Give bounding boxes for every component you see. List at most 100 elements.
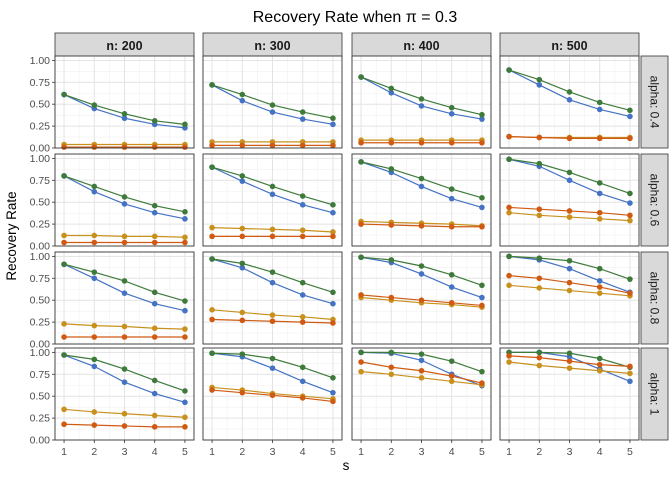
data-point bbox=[388, 257, 395, 263]
facet-strip-right bbox=[640, 55, 669, 149]
panel-border bbox=[202, 55, 343, 149]
data-point bbox=[358, 74, 364, 80]
data-point bbox=[627, 290, 633, 296]
panel-border bbox=[499, 153, 640, 247]
panel-border bbox=[351, 153, 492, 247]
x-tick-label: 5 bbox=[479, 446, 485, 458]
panel-border bbox=[499, 251, 640, 345]
data-point bbox=[418, 263, 425, 269]
data-point bbox=[269, 312, 276, 318]
data-point bbox=[61, 421, 67, 428]
x-tick-label: 4 bbox=[152, 446, 158, 458]
x-tick-label: 1 bbox=[506, 446, 512, 458]
data-point bbox=[330, 209, 336, 216]
x-tick-label: 3 bbox=[419, 446, 425, 458]
data-point bbox=[61, 406, 67, 413]
data-point bbox=[418, 351, 425, 357]
data-point bbox=[596, 209, 603, 216]
data-point bbox=[182, 144, 188, 150]
data-point bbox=[596, 216, 603, 222]
data-point bbox=[479, 302, 485, 309]
data-point bbox=[506, 209, 512, 216]
data-point bbox=[239, 142, 246, 149]
data-point bbox=[479, 368, 485, 375]
data-point bbox=[566, 169, 573, 176]
data-point bbox=[239, 264, 246, 271]
facet-panel bbox=[499, 251, 640, 345]
data-point bbox=[566, 177, 573, 184]
data-point bbox=[596, 278, 603, 284]
data-point bbox=[182, 209, 188, 215]
data-point bbox=[182, 414, 188, 421]
y-tick-label: 0.50 bbox=[30, 391, 51, 403]
data-point bbox=[151, 424, 158, 430]
x-tick-label: 5 bbox=[330, 446, 336, 458]
data-point bbox=[506, 359, 512, 365]
x-tick-label: 4 bbox=[300, 446, 306, 458]
facet-panel: 1 2 3 4 5 bbox=[202, 347, 343, 458]
data-point bbox=[506, 204, 512, 211]
data-point bbox=[299, 202, 306, 208]
data-point bbox=[536, 354, 543, 361]
data-point bbox=[182, 424, 188, 430]
y-tick-label: 0.00 bbox=[30, 435, 51, 447]
data-point bbox=[627, 276, 633, 282]
data-point bbox=[269, 318, 276, 325]
facet-strip-top bbox=[54, 32, 195, 59]
panel-border bbox=[54, 55, 195, 149]
data-point bbox=[121, 144, 128, 150]
data-point bbox=[330, 202, 336, 208]
data-point bbox=[418, 96, 425, 102]
data-point bbox=[269, 355, 276, 362]
y-tick-label: 0.00 bbox=[30, 241, 51, 253]
data-point bbox=[269, 102, 276, 108]
data-point bbox=[151, 144, 158, 150]
data-point bbox=[418, 223, 425, 229]
data-point bbox=[330, 142, 336, 149]
data-point bbox=[91, 232, 98, 239]
panel-border bbox=[202, 153, 343, 247]
data-point bbox=[151, 209, 158, 216]
data-point bbox=[330, 121, 336, 128]
data-point bbox=[121, 194, 128, 200]
data-point bbox=[91, 322, 98, 329]
data-point bbox=[479, 204, 485, 211]
data-point bbox=[330, 300, 336, 307]
data-point bbox=[388, 222, 395, 228]
data-point bbox=[121, 290, 128, 296]
data-point bbox=[479, 116, 485, 122]
data-point bbox=[239, 97, 246, 104]
data-point bbox=[151, 377, 158, 384]
data-point bbox=[627, 135, 633, 142]
data-point bbox=[239, 389, 246, 396]
data-point bbox=[91, 275, 98, 282]
x-tick-label: 1 bbox=[209, 446, 215, 458]
data-point bbox=[182, 121, 188, 128]
data-point bbox=[536, 134, 543, 141]
data-point bbox=[209, 164, 215, 170]
data-point bbox=[596, 361, 603, 368]
data-point bbox=[627, 363, 633, 370]
data-point bbox=[269, 279, 276, 286]
data-point bbox=[596, 99, 603, 106]
data-point bbox=[506, 133, 512, 140]
data-point bbox=[358, 254, 364, 261]
y-tick-label: 0.75 bbox=[30, 369, 51, 381]
data-point bbox=[536, 255, 543, 261]
y-axis-label: Recovery Rate bbox=[4, 191, 19, 280]
data-point bbox=[61, 321, 67, 327]
data-point bbox=[479, 282, 485, 289]
data-point bbox=[91, 102, 98, 108]
data-point bbox=[209, 256, 215, 262]
chart-title: Recovery Rate when π = 0.3 bbox=[253, 9, 458, 26]
data-point bbox=[536, 285, 543, 291]
y-tick-label: 0.50 bbox=[30, 197, 51, 209]
facet-panel bbox=[499, 55, 640, 149]
data-point bbox=[596, 135, 603, 142]
data-point bbox=[61, 232, 67, 239]
data-point bbox=[299, 292, 306, 298]
panel-border bbox=[54, 251, 195, 345]
data-point bbox=[418, 367, 425, 374]
data-point bbox=[239, 91, 246, 98]
data-point bbox=[448, 104, 455, 111]
